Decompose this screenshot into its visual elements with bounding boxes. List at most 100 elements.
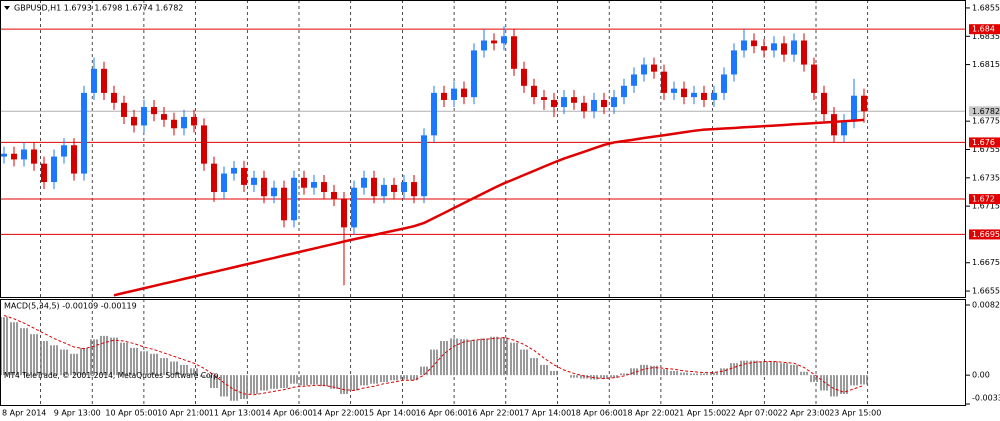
candle-body [711, 92, 717, 100]
chart-title: GBPUSD,H1 1.6793 1.6798 1.6774 1.6782 [14, 4, 183, 13]
x-tick-label: 11 Apr 13:00 [209, 409, 261, 418]
candle-body [141, 107, 147, 126]
candle-body [311, 182, 317, 188]
candle-body [561, 97, 567, 108]
x-tick-label: 22 Apr 07:00 [726, 409, 778, 418]
x-tick-label: 10 Apr 05:00 [105, 409, 157, 418]
candle-body [731, 50, 737, 75]
candle-body [271, 187, 277, 197]
macd-plot [1, 300, 869, 405]
candle-body [251, 177, 257, 185]
candle-body [801, 40, 807, 65]
candle-body [221, 173, 227, 192]
candle-body [811, 64, 817, 93]
candle-body [681, 88, 687, 98]
x-tick-label: 10 Apr 21:00 [157, 409, 209, 418]
candle-body [81, 92, 87, 174]
title-icon [4, 6, 10, 10]
candle-body [31, 149, 37, 164]
candle-body [511, 36, 517, 69]
y-tick-label: 1.6815 [972, 60, 1000, 69]
y-tick-label: 1.6775 [972, 117, 1000, 126]
candle-body [541, 97, 547, 100]
candle-body [391, 184, 397, 192]
candle-body [281, 187, 287, 221]
candle-body [371, 177, 377, 197]
candle-body [261, 177, 267, 197]
x-tick-label: 14 Apr 22:00 [312, 409, 364, 418]
moving-average [113, 118, 865, 297]
x-tick-label: 22 Apr 23:00 [778, 409, 830, 418]
level-label: 1.684 [972, 25, 995, 34]
last-price-box [969, 106, 1000, 117]
candle-body [771, 43, 777, 51]
x-tick-label: 18 Apr 06:00 [571, 409, 623, 418]
candle-body [791, 40, 797, 55]
candle-body [161, 114, 167, 120]
candle-body [361, 177, 367, 188]
candle-body [191, 116, 197, 126]
main-pane [0, 0, 966, 298]
x-tick-label: 18 Apr 22:00 [622, 409, 674, 418]
candle-body [531, 85, 537, 98]
y-tick-label: 1.6675 [972, 258, 1000, 267]
candle-body [11, 153, 17, 160]
candle-body [381, 184, 387, 197]
candle-body [181, 116, 187, 129]
candle-body [781, 43, 787, 55]
candle-body [721, 74, 727, 93]
candle-body [581, 102, 587, 112]
candle-body [491, 40, 497, 44]
y-tick-label: 1.6735 [972, 173, 1000, 182]
level-label: 1.676 [972, 138, 995, 147]
candle-body [661, 71, 667, 93]
candle-body [331, 191, 337, 200]
y-tick-label: 1.6755 [972, 145, 1000, 154]
candle-body [641, 64, 647, 75]
candle-body [651, 64, 657, 72]
candle-body [611, 97, 617, 108]
candle-body [91, 68, 97, 93]
candle-body [461, 88, 467, 98]
macd-pane [0, 299, 966, 406]
main-plot [1, 1, 965, 297]
candle-body [741, 40, 747, 51]
candle-body [41, 163, 47, 183]
candle-body [291, 177, 297, 221]
candle-body [851, 95, 857, 122]
candle-body [121, 102, 127, 117]
candle-body [61, 145, 67, 157]
candle-body [301, 177, 307, 188]
level-label: 1.6695 [972, 230, 1000, 239]
copyright: MT4 TeleTrade, © 2001-2014, MetaQuotes S… [4, 371, 221, 380]
candle-body [51, 156, 57, 183]
y-tick-label: -0.00338 [972, 394, 1000, 403]
macd-title: MACD(5,34,5) -0.00109 -0.00119 [4, 302, 137, 311]
candle-body [601, 99, 607, 108]
y-tick-label: 1.6715 [972, 202, 1000, 211]
candle-body [701, 92, 707, 100]
candle-body [631, 74, 637, 86]
candle-body [831, 114, 837, 136]
candle-body [861, 95, 867, 112]
x-tick-label: 9 Apr 13:00 [54, 409, 101, 418]
signal-line [3, 314, 865, 396]
candle-body [151, 107, 157, 115]
candle-body [521, 68, 527, 86]
level-label: 1.672 [972, 195, 995, 204]
x-tick-label: 8 Apr 2014 [2, 409, 46, 418]
candle-body [751, 40, 757, 47]
candle-body [481, 40, 487, 51]
candle-body [591, 99, 597, 112]
x-tick-label: 16 Apr 22:00 [467, 409, 519, 418]
x-tick-label: 15 Apr 14:00 [364, 409, 416, 418]
candle-body [621, 85, 627, 98]
candle-body [691, 92, 697, 98]
candle-body [451, 88, 457, 100]
last-price-label: 1.6782 [972, 107, 1000, 116]
y-tick-label: 1.6835 [972, 32, 1000, 41]
candle-body [471, 50, 477, 98]
candle-body [411, 182, 417, 197]
